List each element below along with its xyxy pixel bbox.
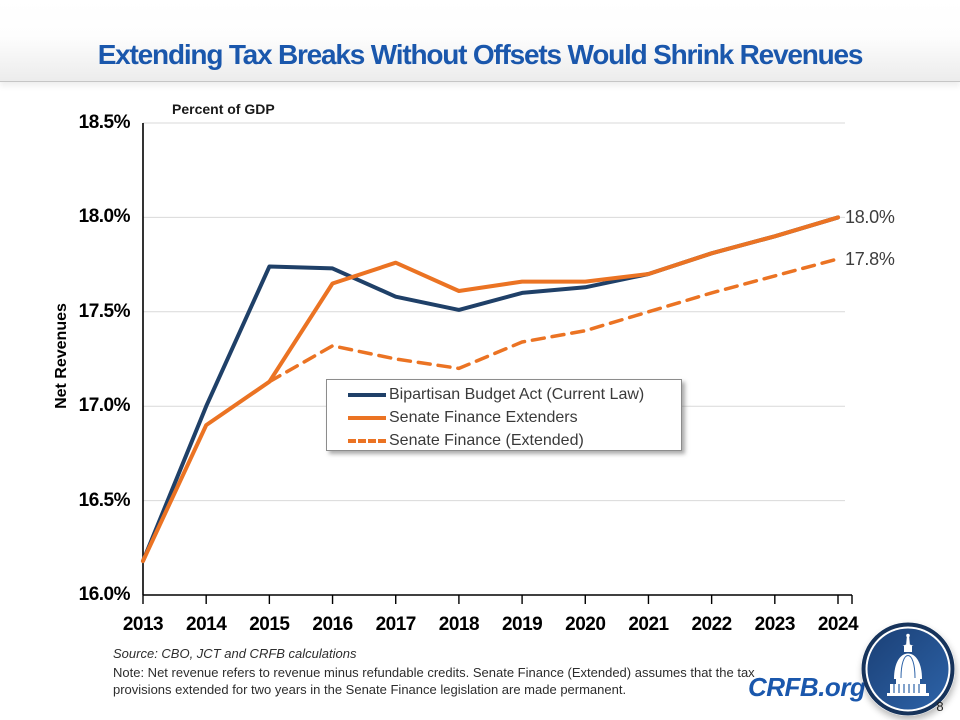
legend-label: Bipartisan Budget Act (Current Law): [389, 386, 645, 403]
x-axis-label: 2024: [817, 614, 859, 635]
series-end-label: 17.8%: [845, 248, 895, 269]
legend-line-sample: [348, 416, 386, 420]
y-axis-label: 17.0%: [78, 395, 131, 417]
y-axis-label: 18.0%: [78, 206, 131, 228]
legend-item: Bipartisan Budget Act (Current Law): [348, 384, 681, 406]
x-axis-label: 2021: [628, 614, 669, 635]
x-axis-label: 2023: [754, 614, 796, 635]
capitol-icon: [861, 622, 955, 716]
chart-title: Percent of GDP: [172, 101, 275, 117]
legend-label: Senate Finance (Extended): [389, 432, 584, 449]
legend-item: Senate Finance (Extended): [348, 430, 681, 452]
footnote: Note: Net revenue refers to revenue minu…: [113, 665, 755, 697]
legend-label: Senate Finance Extenders: [389, 409, 578, 426]
x-axis-label: 2013: [122, 614, 164, 635]
x-axis-label: 2016: [312, 614, 353, 635]
legend-item: Senate Finance Extenders: [348, 407, 681, 429]
y-axis-label: 17.5%: [78, 300, 131, 322]
source-note: Source: CBO, JCT and CRFB calculations: [113, 646, 357, 661]
x-axis-label: 2017: [375, 614, 417, 635]
slide-header: Extending Tax Breaks Without Offsets Wou…: [0, 0, 960, 82]
page-number: 8: [936, 699, 944, 714]
x-axis-label: 2014: [186, 614, 227, 635]
x-axis-label: 2019: [501, 614, 543, 635]
x-axis-label: 2018: [438, 614, 480, 635]
crfb-brand-text: CRFB.org: [748, 672, 866, 702]
legend-line-sample: [348, 439, 386, 443]
y-axis-label: 18.5%: [78, 112, 131, 133]
x-axis-label: 2015: [249, 614, 290, 635]
crfb-logo: [861, 622, 955, 716]
series-line: [141, 215, 840, 563]
slide-title: Extending Tax Breaks Without Offsets Wou…: [97, 39, 864, 70]
series-end-label: 18.0%: [845, 207, 895, 228]
y-axis-label: 16.5%: [78, 489, 131, 511]
legend-line-sample: [348, 393, 386, 397]
x-axis-label: 2022: [691, 614, 732, 635]
series-line: [267, 257, 840, 384]
chart-legend: Bipartisan Budget Act (Current Law) Senat…: [326, 379, 682, 451]
x-axis-label: 2020: [565, 614, 606, 635]
y-axis-label: 16.0%: [78, 584, 131, 605]
